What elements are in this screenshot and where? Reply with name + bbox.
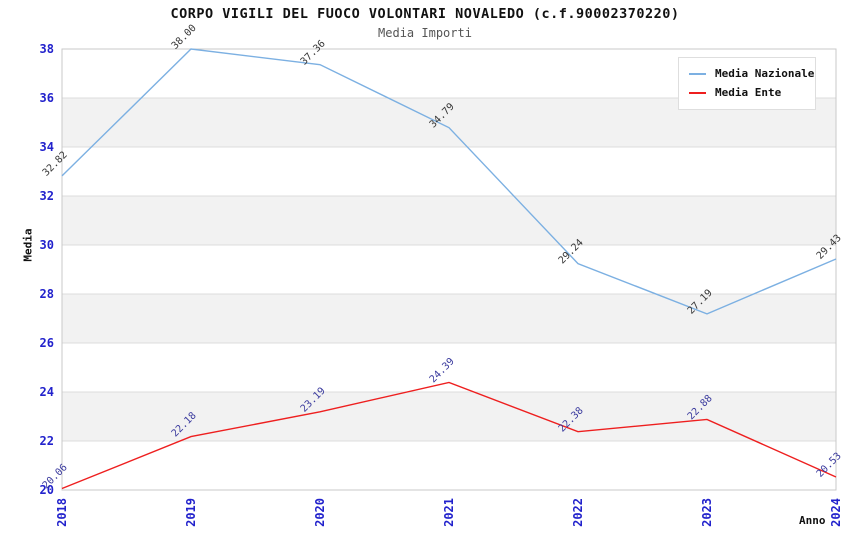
svg-text:2023: 2023 bbox=[700, 498, 714, 527]
svg-text:36: 36 bbox=[40, 91, 54, 105]
chart-subtitle: Media Importi bbox=[378, 26, 472, 40]
svg-text:2024: 2024 bbox=[829, 498, 843, 527]
svg-text:38.00: 38.00 bbox=[170, 23, 199, 52]
svg-text:24: 24 bbox=[40, 385, 54, 399]
svg-text:37.36: 37.36 bbox=[299, 38, 328, 67]
svg-text:38: 38 bbox=[40, 42, 54, 56]
y-axis-title: Media bbox=[21, 228, 35, 262]
legend-item-nazionale: Media Nazionale bbox=[689, 64, 815, 83]
svg-text:2022: 2022 bbox=[571, 498, 585, 527]
ente-line-swatch-icon bbox=[689, 91, 706, 94]
svg-text:2021: 2021 bbox=[442, 498, 456, 527]
svg-text:2018: 2018 bbox=[55, 498, 69, 527]
legend-label-ente: Media Ente bbox=[715, 86, 782, 99]
legend-label-nazionale: Media Nazionale bbox=[715, 67, 815, 80]
svg-text:34: 34 bbox=[40, 140, 54, 154]
svg-text:30: 30 bbox=[40, 238, 54, 252]
chart-title: CORPO VIGILI DEL FUOCO VOLONTARI NOVALED… bbox=[170, 6, 680, 22]
svg-text:24.39: 24.39 bbox=[428, 356, 457, 385]
svg-text:20: 20 bbox=[40, 483, 54, 497]
svg-text:2020: 2020 bbox=[313, 498, 327, 527]
nazionale-line-swatch-icon bbox=[689, 72, 706, 75]
svg-text:32: 32 bbox=[40, 189, 54, 203]
svg-text:20.53: 20.53 bbox=[815, 451, 844, 480]
svg-text:26: 26 bbox=[40, 336, 54, 350]
svg-text:28: 28 bbox=[40, 287, 54, 301]
legend-item-ente: Media Ente bbox=[689, 83, 815, 102]
x-axis-title: Anno bbox=[799, 514, 826, 527]
svg-text:2019: 2019 bbox=[184, 498, 198, 527]
legend: Media Nazionale Media Ente bbox=[678, 57, 816, 110]
svg-text:22: 22 bbox=[40, 434, 54, 448]
